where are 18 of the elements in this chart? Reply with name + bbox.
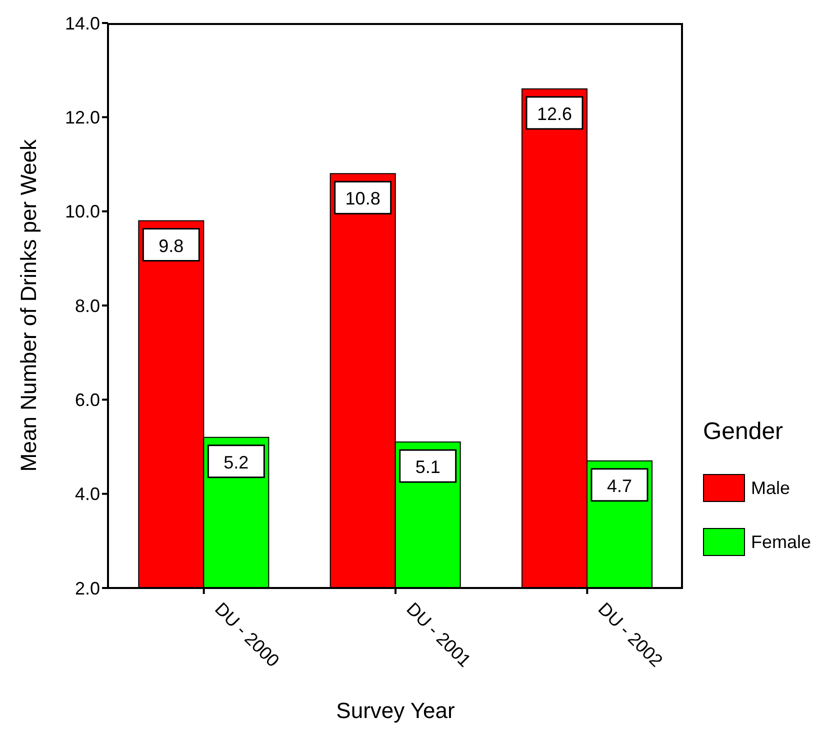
y-tick-label: 14.0 [64,13,100,34]
y-tick-label: 8.0 [74,296,100,316]
data-label: 10.8 [345,188,380,209]
data-label: 4.7 [606,476,632,496]
y-tick-label: 2.0 [74,578,100,598]
data-label: 5.1 [415,457,440,478]
data-label: 12.6 [536,104,572,124]
legend-label: Male [751,478,790,498]
y-tick-label: 12.0 [64,108,100,128]
x-axis-title: Survey Year [336,698,455,723]
y-tick-label: 6.0 [74,390,100,410]
data-label: 9.8 [158,236,184,256]
legend-label: Female [751,532,812,552]
y-axis-title: Mean Number of Drinks per Week [16,138,41,472]
data-label: 5.2 [224,452,249,472]
y-tick-label: 10.0 [64,202,100,222]
y-tick-label: 4.0 [74,484,100,504]
legend-title: Gender [703,418,784,446]
